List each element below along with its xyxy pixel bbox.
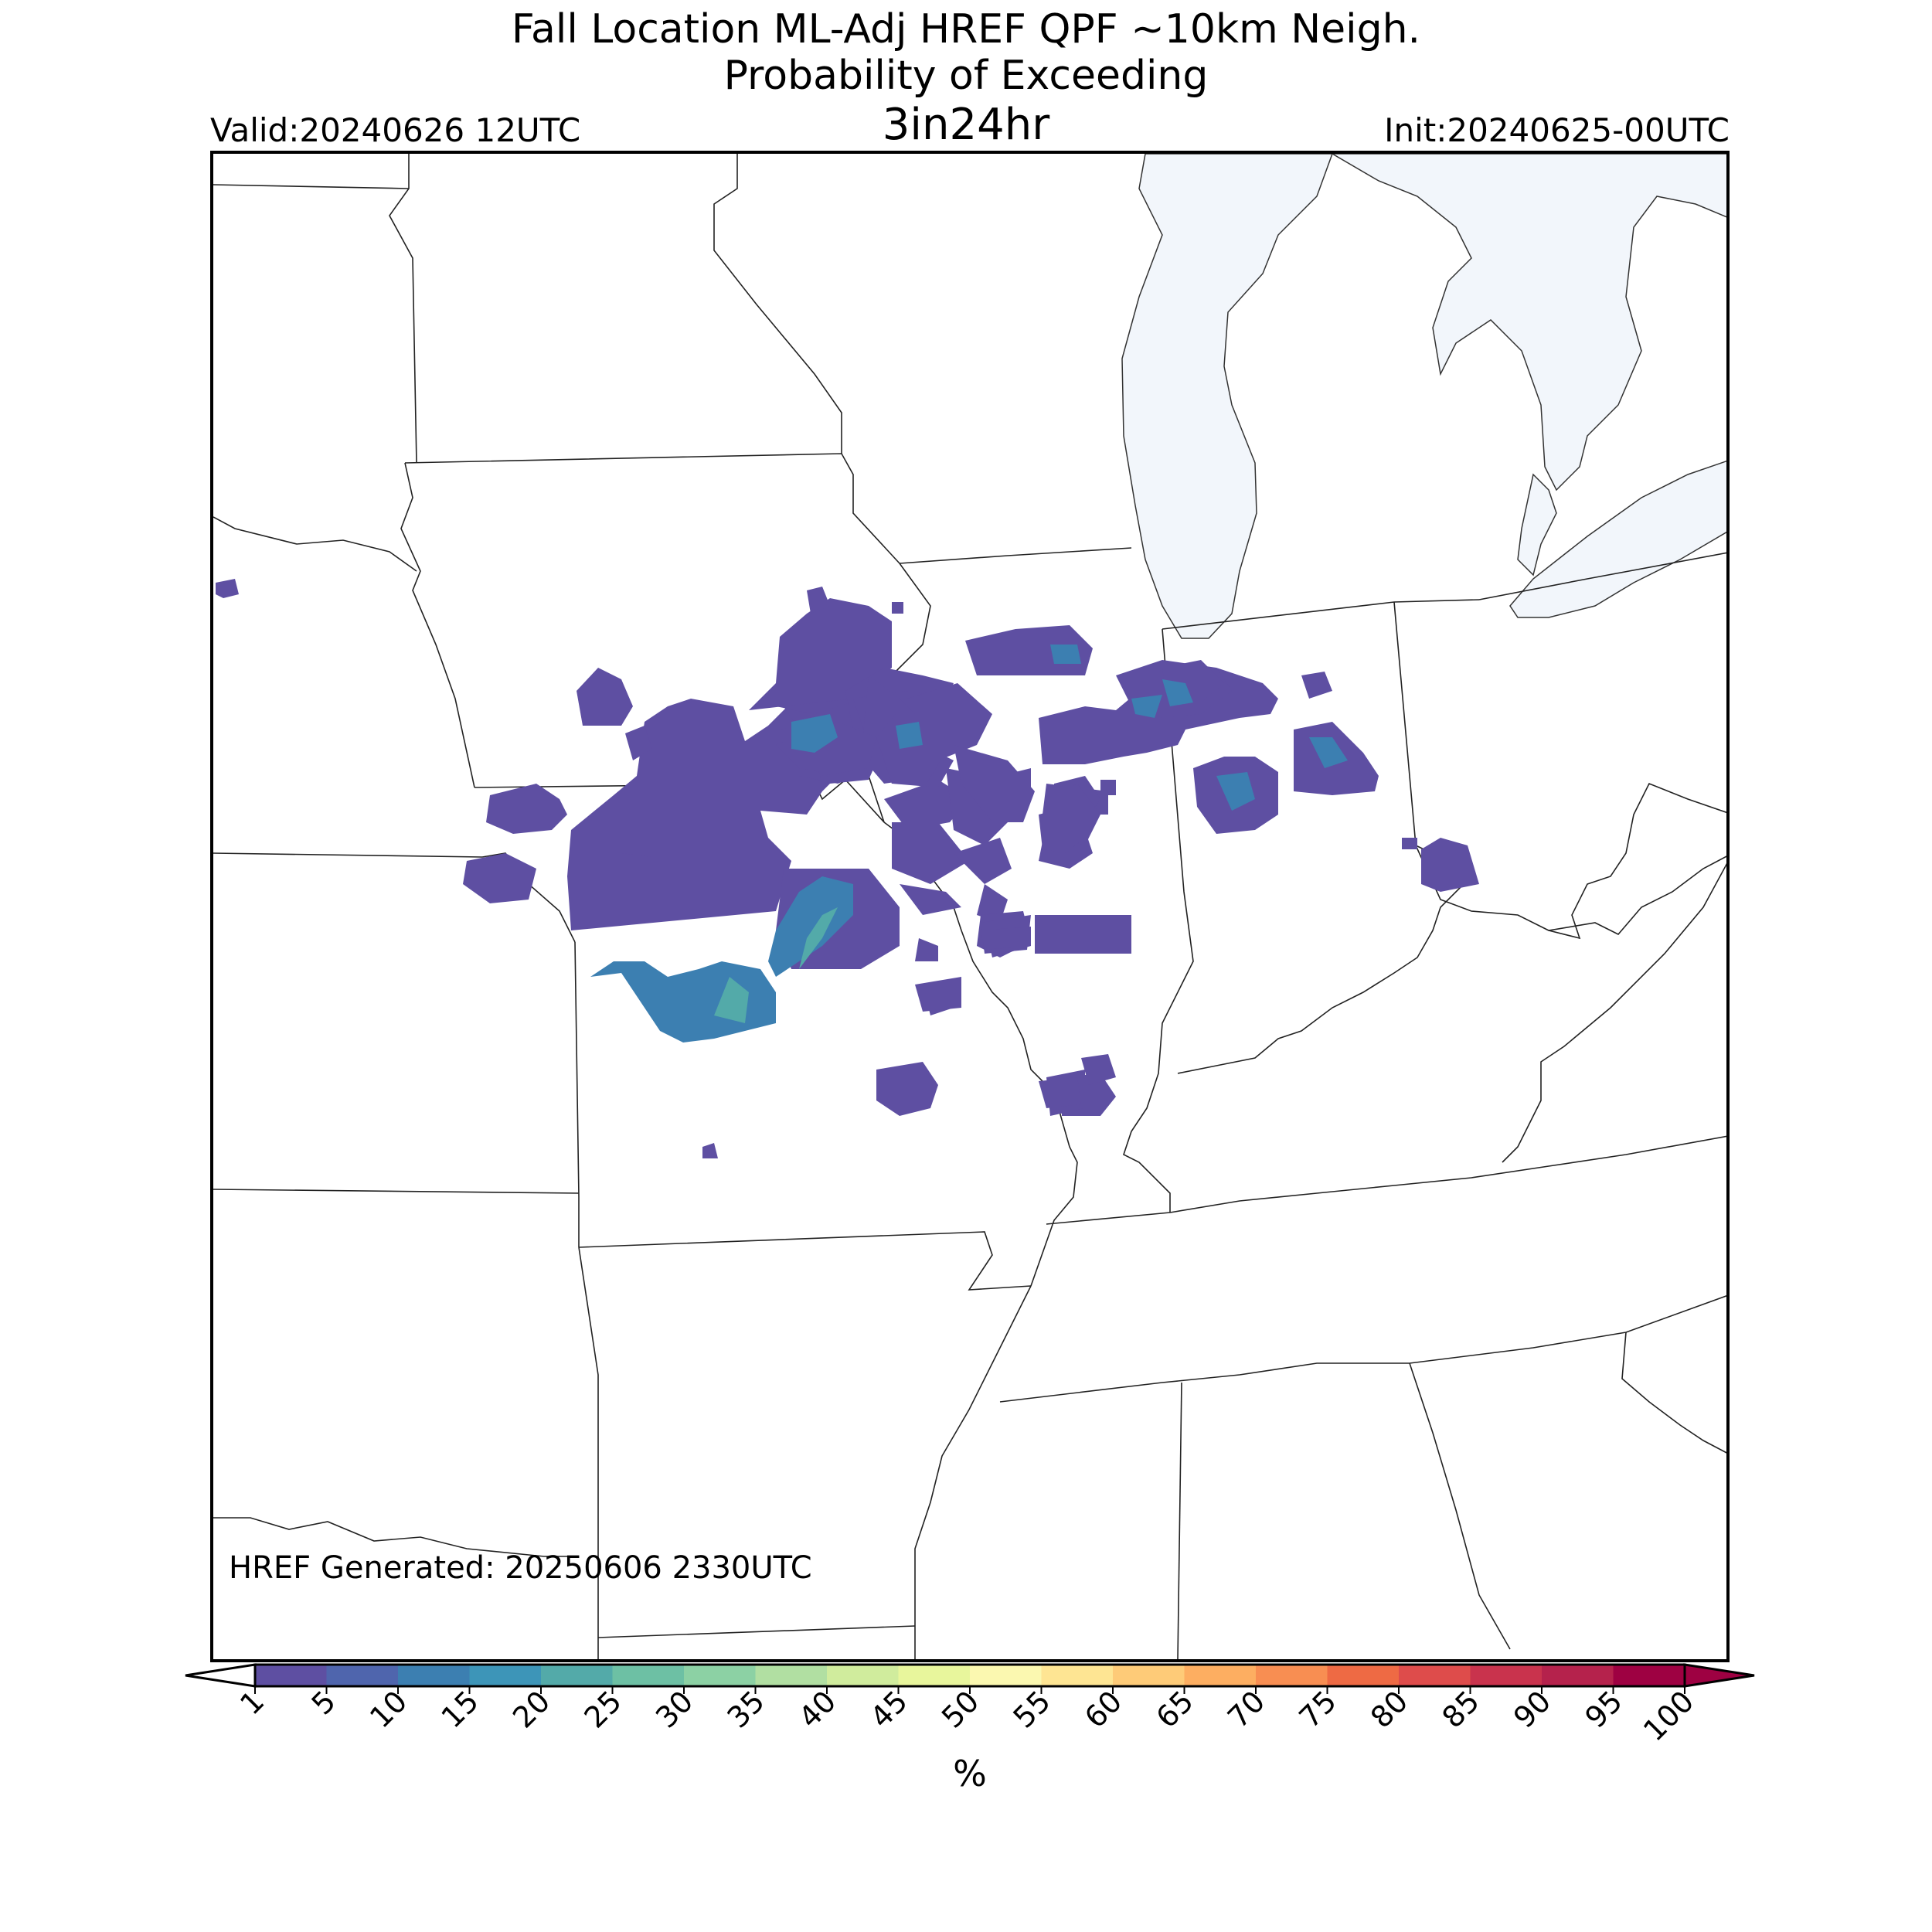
colorbar-cell <box>255 1665 327 1686</box>
colorbar-cell <box>684 1665 756 1686</box>
map-canvas <box>213 154 1726 1659</box>
lake-huron-south <box>1517 473 1557 577</box>
colorbar-ticks: 1 5 10 15 20 25 30 35 40 45 50 55 60 65 70 75 80 85 90 95 10… <box>233 1684 1700 1747</box>
lake-michigan <box>1121 154 1333 639</box>
colorbar-cell <box>469 1665 542 1686</box>
colorbar-cell <box>1327 1665 1400 1686</box>
colorbar-cell <box>1470 1665 1543 1686</box>
state-borders <box>213 154 1726 1659</box>
colorbar-cell <box>1613 1665 1685 1686</box>
colorbar-cell <box>326 1665 399 1686</box>
colorbar-cell <box>827 1665 899 1686</box>
colorbar-tick-label: 95 <box>1579 1684 1629 1734</box>
colorbar-tick-label: 100 <box>1637 1684 1700 1747</box>
colorbar-cell <box>398 1665 470 1686</box>
colorbar-cell <box>1041 1665 1114 1686</box>
colorbar-cell <box>898 1665 971 1686</box>
colorbar-tick-label: 35 <box>721 1684 771 1734</box>
colorbar-cell <box>970 1665 1042 1686</box>
colorbar-tick-label: 40 <box>792 1684 842 1734</box>
colorbar-unit: % <box>953 1753 987 1794</box>
colorbar-tick-label: 55 <box>1007 1684 1057 1734</box>
valid-time: Valid:20240626 12UTC <box>210 111 581 149</box>
title-line-2: Probability of Exceeding <box>723 53 1209 99</box>
title-line-3: 3in24hr <box>882 100 1050 150</box>
colorbar-tick-label: 10 <box>363 1684 413 1734</box>
colorbar-cell <box>541 1665 613 1686</box>
colorbar-tick-label: 15 <box>435 1684 485 1734</box>
colorbar-tick-label: 80 <box>1364 1684 1414 1734</box>
lake-huron-michigan-east <box>1331 154 1726 492</box>
colorbar-cell <box>612 1665 685 1686</box>
colorbar-tick-label: 85 <box>1436 1684 1486 1734</box>
colorbar-tick-label: 25 <box>578 1684 628 1734</box>
colorbar-tick-label: 30 <box>649 1684 699 1734</box>
colorbar-tick-label: 75 <box>1293 1684 1343 1734</box>
colorbar-extend-low <box>185 1663 257 1688</box>
probability-areas <box>216 579 1479 1158</box>
colorbar-outline <box>253 1663 1686 1688</box>
colorbar-tick-label: 20 <box>506 1684 556 1734</box>
colorbar-tick-label: 5 <box>305 1684 342 1721</box>
colorbar-cells <box>255 1665 1685 1686</box>
colorbar-cell <box>755 1665 828 1686</box>
map-panel: HREF Generated: 20250606 2330UTC <box>210 151 1730 1662</box>
colorbar-tick-label: 70 <box>1221 1684 1271 1734</box>
init-time: Init:20240625-00UTC <box>1384 111 1730 149</box>
generated-timestamp: HREF Generated: 20250606 2330UTC <box>229 1550 812 1586</box>
colorbar-tick-label: 45 <box>864 1684 914 1734</box>
lake-erie <box>1509 460 1726 618</box>
colorbar-tick-label: 90 <box>1507 1684 1557 1734</box>
colorbar-cell <box>1542 1665 1614 1686</box>
colorbar-cell <box>1256 1665 1328 1686</box>
colorbar-cell <box>1113 1665 1185 1686</box>
colorbar-tick-label: 60 <box>1078 1684 1128 1734</box>
colorbar-cell <box>1184 1665 1257 1686</box>
colorbar-tick-label: 50 <box>935 1684 985 1734</box>
title-line-1: Fall Location ML-Adj HREF QPF ~10km Neig… <box>511 6 1421 53</box>
colorbar-cell <box>1399 1665 1471 1686</box>
great-lakes <box>1121 154 1726 639</box>
colorbar-extend-high <box>1683 1663 1755 1688</box>
colorbar-tick-label: 65 <box>1150 1684 1200 1734</box>
colorbar-tick-label: 1 <box>233 1684 270 1721</box>
